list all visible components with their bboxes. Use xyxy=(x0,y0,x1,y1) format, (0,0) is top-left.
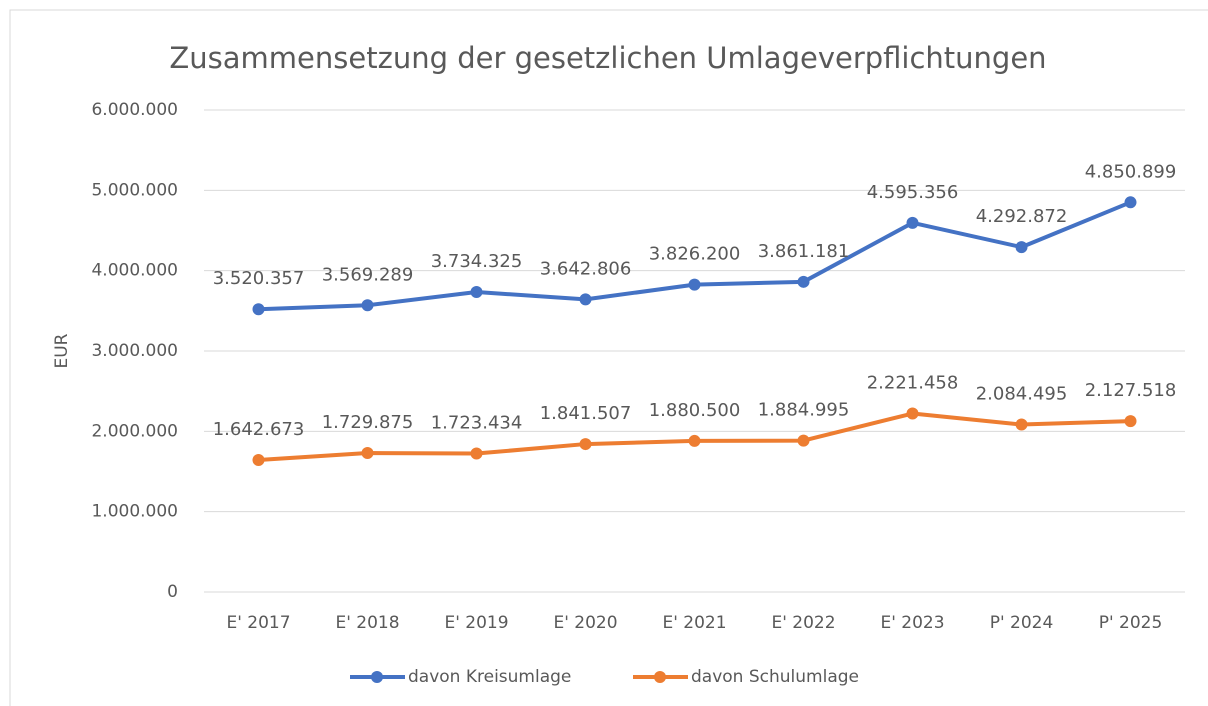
data-point xyxy=(579,438,592,451)
data-label: 3.861.181 xyxy=(758,241,850,262)
data-point xyxy=(1124,415,1137,428)
data-label: 4.850.899 xyxy=(1085,161,1177,182)
data-label: 2.084.495 xyxy=(976,384,1068,405)
data-point xyxy=(797,275,810,288)
x-tick-label: E' 2021 xyxy=(662,613,726,633)
data-point xyxy=(470,286,483,299)
data-label: 3.520.357 xyxy=(213,268,305,289)
data-point xyxy=(797,434,810,447)
data-label: 1.841.507 xyxy=(540,403,632,424)
data-label: 2.127.518 xyxy=(1085,380,1177,401)
y-tick-label: 2.000.000 xyxy=(91,421,178,441)
data-label: 1.642.673 xyxy=(213,419,305,440)
x-tick-label: E' 2018 xyxy=(335,613,399,633)
x-tick-label: E' 2020 xyxy=(553,613,617,633)
y-tick-label: 5.000.000 xyxy=(91,180,178,200)
x-tick-label: E' 2022 xyxy=(771,613,835,633)
data-label: 1.729.875 xyxy=(322,412,414,433)
y-tick-label: 0 xyxy=(167,582,178,602)
data-label: 4.595.356 xyxy=(867,182,959,203)
y-tick-label: 1.000.000 xyxy=(91,502,178,522)
data-point xyxy=(1015,418,1028,431)
legend-label: davon Schulumlage xyxy=(691,667,859,687)
data-point xyxy=(470,447,483,460)
data-point xyxy=(579,293,592,306)
data-point xyxy=(361,447,374,460)
data-label: 3.734.325 xyxy=(431,251,523,272)
data-label: 1.884.995 xyxy=(758,400,850,421)
data-label: 3.569.289 xyxy=(322,264,414,285)
legend-label: davon Kreisumlage xyxy=(408,667,571,687)
x-tick-label: P' 2025 xyxy=(1099,613,1163,633)
data-point xyxy=(1015,241,1028,254)
data-label: 3.642.806 xyxy=(540,258,632,279)
x-tick-label: E' 2017 xyxy=(226,613,290,633)
legend-marker xyxy=(371,671,383,683)
chart-title: Zusammensetzung der gesetzlichen Umlagev… xyxy=(169,41,1046,75)
data-point xyxy=(252,454,265,467)
data-point xyxy=(906,407,919,420)
data-label: 1.723.434 xyxy=(431,413,523,434)
data-label: 2.221.458 xyxy=(867,373,959,394)
y-tick-label: 3.000.000 xyxy=(91,341,178,361)
data-point xyxy=(361,299,374,312)
data-point xyxy=(252,303,265,316)
data-point xyxy=(688,434,701,447)
chart-border xyxy=(9,9,1208,706)
x-tick-label: E' 2019 xyxy=(444,613,508,633)
data-label: 4.292.872 xyxy=(976,206,1068,227)
data-point xyxy=(906,216,919,229)
data-label: 1.880.500 xyxy=(649,400,741,421)
y-axis-label: EUR xyxy=(52,333,72,368)
data-point xyxy=(688,278,701,291)
x-tick-label: E' 2023 xyxy=(880,613,944,633)
y-tick-label: 4.000.000 xyxy=(91,261,178,281)
x-tick-label: P' 2024 xyxy=(990,613,1054,633)
y-tick-label: 6.000.000 xyxy=(91,100,178,120)
data-label: 3.826.200 xyxy=(649,244,741,265)
data-point xyxy=(1124,196,1137,209)
legend-marker xyxy=(654,671,666,683)
